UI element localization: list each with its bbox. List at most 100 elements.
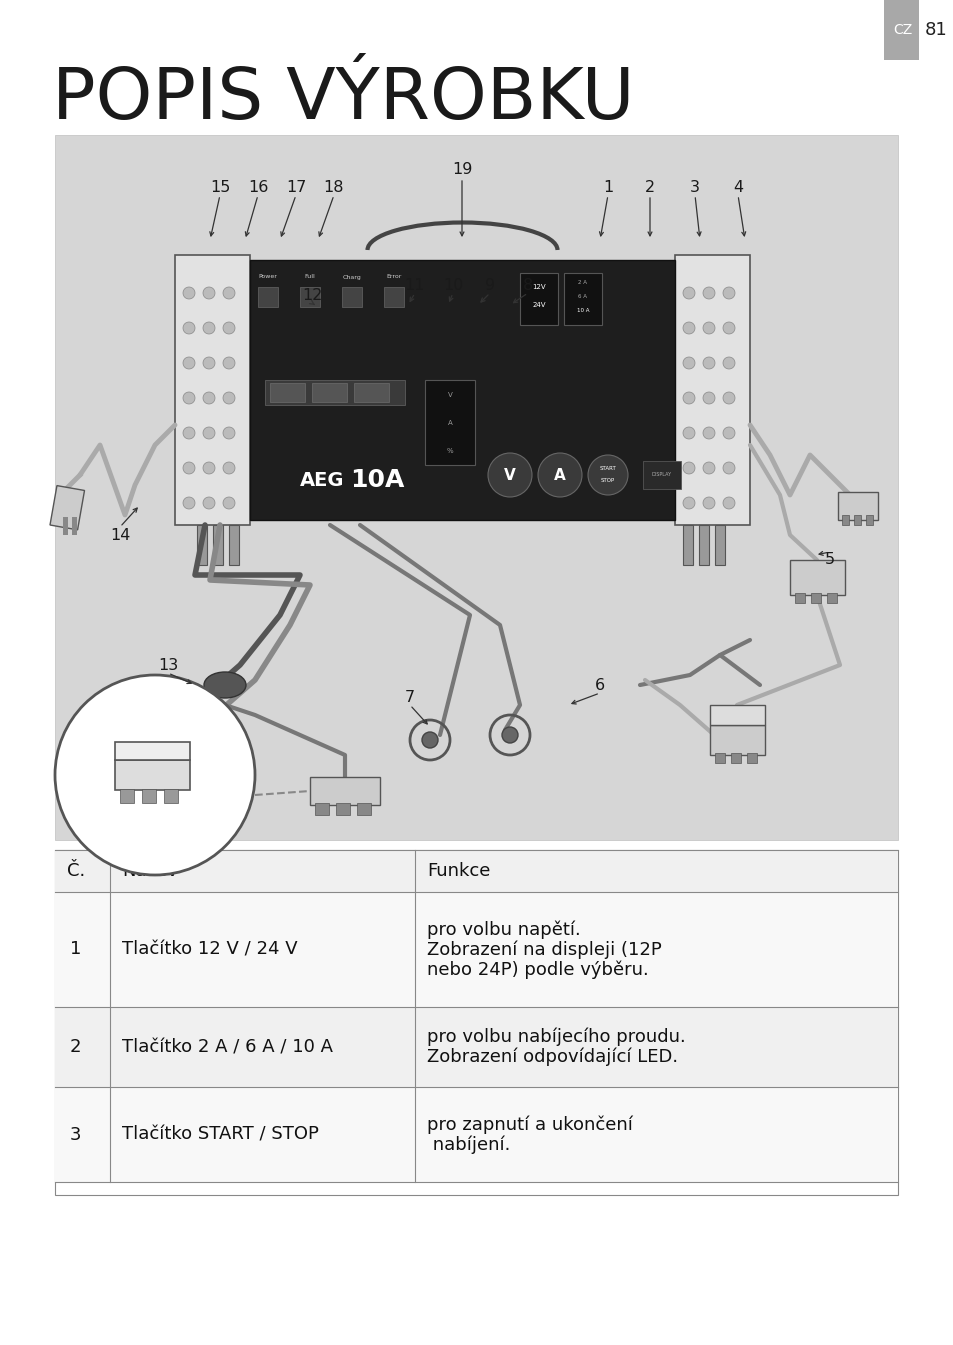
- Bar: [826, 593, 836, 603]
- Bar: [424, 381, 475, 465]
- Bar: [519, 273, 558, 325]
- Text: 3: 3: [689, 179, 700, 195]
- Bar: [63, 516, 68, 535]
- Circle shape: [223, 461, 234, 473]
- Circle shape: [722, 461, 734, 473]
- Circle shape: [203, 426, 214, 438]
- Text: Tlačítko 12 V / 24 V: Tlačítko 12 V / 24 V: [122, 940, 297, 959]
- Text: Tlačítko 2 A / 6 A / 10 A: Tlačítko 2 A / 6 A / 10 A: [122, 1038, 333, 1056]
- Text: 4: 4: [732, 179, 742, 195]
- Bar: [789, 560, 844, 594]
- Text: POPIS VÝROBKU: POPIS VÝROBKU: [52, 66, 634, 134]
- Circle shape: [702, 426, 714, 438]
- Text: pro volbu nabíjecího proudu.: pro volbu nabíjecího proudu.: [427, 1028, 685, 1046]
- Bar: [55, 1007, 897, 1087]
- Text: 12V: 12V: [532, 284, 545, 291]
- Text: 2: 2: [70, 1038, 81, 1056]
- Circle shape: [722, 426, 734, 438]
- Circle shape: [183, 498, 194, 508]
- Bar: [730, 753, 740, 763]
- Text: Název: Název: [122, 862, 177, 880]
- Text: 10: 10: [442, 277, 463, 292]
- Circle shape: [682, 286, 695, 299]
- Circle shape: [203, 461, 214, 473]
- Circle shape: [702, 356, 714, 369]
- Circle shape: [55, 675, 254, 876]
- Bar: [55, 134, 897, 841]
- Bar: [714, 753, 724, 763]
- Bar: [164, 790, 178, 803]
- Circle shape: [183, 286, 194, 299]
- Text: 18: 18: [323, 179, 344, 195]
- Bar: [853, 515, 861, 525]
- Text: pro zapnutí a ukončení: pro zapnutí a ukončení: [427, 1115, 632, 1134]
- Text: pro volbu napětí.: pro volbu napětí.: [427, 920, 580, 939]
- Bar: [142, 790, 156, 803]
- Circle shape: [702, 498, 714, 508]
- Circle shape: [682, 391, 695, 404]
- Circle shape: [537, 453, 581, 498]
- Circle shape: [722, 391, 734, 404]
- Circle shape: [183, 426, 194, 438]
- Circle shape: [223, 356, 234, 369]
- Text: Full: Full: [304, 274, 315, 280]
- Bar: [883, 0, 953, 61]
- Bar: [50, 486, 85, 530]
- Bar: [354, 383, 389, 402]
- Text: 1: 1: [602, 179, 613, 195]
- Text: 3: 3: [70, 1126, 81, 1143]
- Circle shape: [488, 453, 532, 498]
- Text: 13: 13: [157, 658, 178, 672]
- Circle shape: [682, 356, 695, 369]
- Bar: [682, 525, 692, 565]
- Bar: [384, 286, 403, 307]
- Ellipse shape: [200, 706, 230, 724]
- Circle shape: [501, 728, 517, 742]
- Bar: [115, 742, 190, 760]
- Bar: [55, 850, 897, 892]
- Circle shape: [183, 391, 194, 404]
- Text: 10 A: 10 A: [577, 308, 589, 313]
- Text: 12: 12: [301, 288, 322, 303]
- Bar: [229, 525, 239, 565]
- Circle shape: [183, 356, 194, 369]
- Bar: [675, 256, 749, 525]
- Text: 24V: 24V: [532, 303, 545, 308]
- Bar: [709, 725, 764, 755]
- Circle shape: [223, 321, 234, 334]
- Bar: [196, 525, 207, 565]
- Bar: [314, 803, 329, 815]
- Text: nabíjení.: nabíjení.: [427, 1135, 510, 1154]
- Bar: [55, 1087, 897, 1182]
- Bar: [310, 777, 379, 806]
- Bar: [865, 515, 872, 525]
- Text: 10A: 10A: [350, 468, 404, 492]
- Text: Error: Error: [386, 274, 401, 280]
- Circle shape: [183, 321, 194, 334]
- Circle shape: [223, 426, 234, 438]
- Bar: [312, 383, 347, 402]
- Circle shape: [702, 391, 714, 404]
- Circle shape: [223, 286, 234, 299]
- Bar: [257, 286, 277, 307]
- Text: Power: Power: [258, 274, 277, 280]
- Circle shape: [702, 321, 714, 334]
- Bar: [55, 850, 897, 1194]
- Circle shape: [203, 356, 214, 369]
- Bar: [265, 381, 405, 405]
- Circle shape: [183, 461, 194, 473]
- Bar: [250, 260, 675, 521]
- Text: AEG: AEG: [299, 471, 344, 490]
- Bar: [341, 286, 361, 307]
- Text: 2 A: 2 A: [578, 281, 587, 285]
- Circle shape: [722, 498, 734, 508]
- Text: Zobrazení na displeji (12P: Zobrazení na displeji (12P: [427, 940, 661, 959]
- Circle shape: [203, 286, 214, 299]
- Bar: [746, 753, 757, 763]
- Text: 11: 11: [404, 277, 425, 292]
- Ellipse shape: [204, 672, 246, 698]
- Circle shape: [702, 461, 714, 473]
- Bar: [714, 525, 724, 565]
- Circle shape: [682, 461, 695, 473]
- Text: 17: 17: [286, 179, 306, 195]
